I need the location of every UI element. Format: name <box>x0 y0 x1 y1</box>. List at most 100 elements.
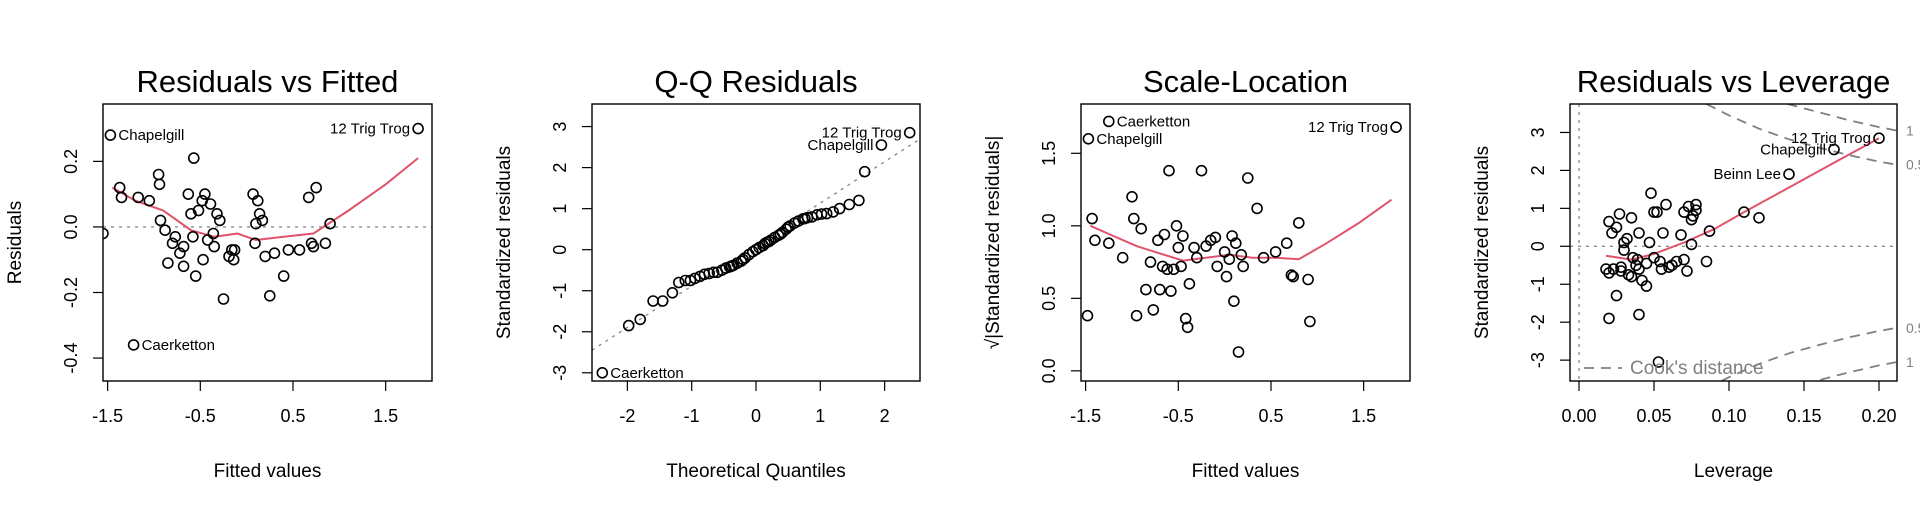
point-label: Caerketton <box>142 337 215 354</box>
data-point <box>207 227 220 240</box>
data-point <box>1147 304 1160 316</box>
data-point <box>596 366 609 379</box>
y-tick-label: -1 <box>550 283 570 299</box>
cooks-contour-label: 0.5 <box>1906 157 1920 173</box>
data-point <box>211 208 223 220</box>
data-point <box>187 231 199 243</box>
cooks-distance-curve <box>1719 327 1897 381</box>
data-point <box>214 214 226 227</box>
data-point <box>103 227 109 240</box>
point-label: Beinn Lee <box>1713 166 1781 183</box>
smoother-line <box>1089 198 1393 262</box>
data-point <box>672 276 685 289</box>
y-tick-label: 3 <box>550 122 570 132</box>
data-point <box>324 217 336 230</box>
data-point <box>217 293 230 305</box>
data-point <box>1675 229 1687 241</box>
data-point <box>1685 238 1698 251</box>
point-label: Caerketton <box>1117 113 1190 130</box>
x-tick-label: 0.10 <box>1711 406 1746 426</box>
chart-title-qq-residuals: Q-Q Residuals <box>654 64 857 99</box>
data-point <box>204 198 217 210</box>
data-point <box>1657 227 1669 239</box>
data-point <box>182 188 195 200</box>
data-point <box>253 208 266 220</box>
data-point <box>1304 315 1316 328</box>
data-point <box>1086 212 1098 225</box>
data-point <box>1228 295 1240 308</box>
data-point <box>1621 232 1633 245</box>
x-tick-label: 0.5 <box>1258 406 1283 426</box>
data-point <box>1648 251 1660 264</box>
x-tick-label: 0 <box>751 406 761 426</box>
data-point <box>189 270 202 282</box>
y-tick-label: 0 <box>550 245 570 255</box>
data-point <box>1618 244 1630 256</box>
x-axis-label: Fitted values <box>1192 461 1300 482</box>
data-point <box>1251 202 1263 215</box>
data-point <box>1640 257 1653 270</box>
point-label: Chapelgill <box>1760 142 1826 159</box>
data-point <box>1163 164 1175 177</box>
point-label: Chapelgill <box>118 127 184 144</box>
y-axis-label: Residuals <box>5 201 26 284</box>
smoother-line <box>1605 137 1880 261</box>
y-axis-label: Standardized residuals <box>494 146 515 339</box>
x-tick-label: -1.5 <box>1070 406 1101 426</box>
data-point <box>154 214 167 227</box>
x-tick-label: 2 <box>880 406 890 426</box>
x-tick-label: -1.5 <box>92 406 123 426</box>
data-point <box>1687 210 1699 222</box>
x-axis-label: Theoretical Quantiles <box>666 461 846 482</box>
y-tick-label: 2 <box>1528 165 1548 175</box>
data-point <box>1181 321 1194 334</box>
data-point <box>1873 132 1885 144</box>
data-point <box>1183 277 1196 290</box>
data-point <box>1188 241 1200 254</box>
data-point <box>656 295 669 307</box>
data-point <box>634 313 647 326</box>
data-point <box>1613 208 1626 220</box>
data-point <box>1654 255 1666 268</box>
data-point <box>166 237 179 250</box>
data-point <box>159 224 171 236</box>
y-axis-label: √|Standardized residuals| <box>983 136 1004 350</box>
data-point <box>293 244 306 256</box>
data-point <box>1753 212 1765 224</box>
data-point <box>1195 164 1208 177</box>
data-point <box>1237 260 1249 273</box>
point-label: 12 Trig Trog <box>822 125 902 142</box>
data-point <box>739 252 751 264</box>
data-point <box>1081 309 1094 322</box>
data-point <box>827 206 840 218</box>
x-tick-label: 0.00 <box>1561 406 1596 426</box>
data-point <box>197 253 209 266</box>
data-point <box>259 250 272 263</box>
data-point <box>1648 206 1660 218</box>
x-tick-label: 0.05 <box>1636 406 1671 426</box>
data-point <box>1280 237 1293 249</box>
y-tick-label: -2 <box>1528 314 1548 330</box>
y-tick-label: 1 <box>550 204 570 214</box>
data-point <box>1170 220 1183 232</box>
data-point <box>1082 133 1095 145</box>
data-point <box>302 191 315 204</box>
data-point <box>782 221 795 233</box>
data-point <box>177 240 190 253</box>
x-tick-label: -2 <box>619 406 635 426</box>
data-point <box>1678 253 1690 266</box>
data-point <box>1287 270 1299 283</box>
data-point <box>1140 283 1152 296</box>
y-tick-label: -2 <box>550 324 570 340</box>
data-point <box>843 198 856 211</box>
data-point <box>1783 168 1795 180</box>
data-point <box>858 165 871 178</box>
data-point <box>127 339 140 351</box>
data-point <box>1154 283 1166 296</box>
cooks-distance-curve <box>1706 104 1897 166</box>
data-point <box>1135 222 1147 235</box>
data-point <box>1828 143 1840 156</box>
data-point <box>1269 246 1282 258</box>
y-tick-label: -3 <box>550 365 570 381</box>
data-point <box>132 191 144 204</box>
